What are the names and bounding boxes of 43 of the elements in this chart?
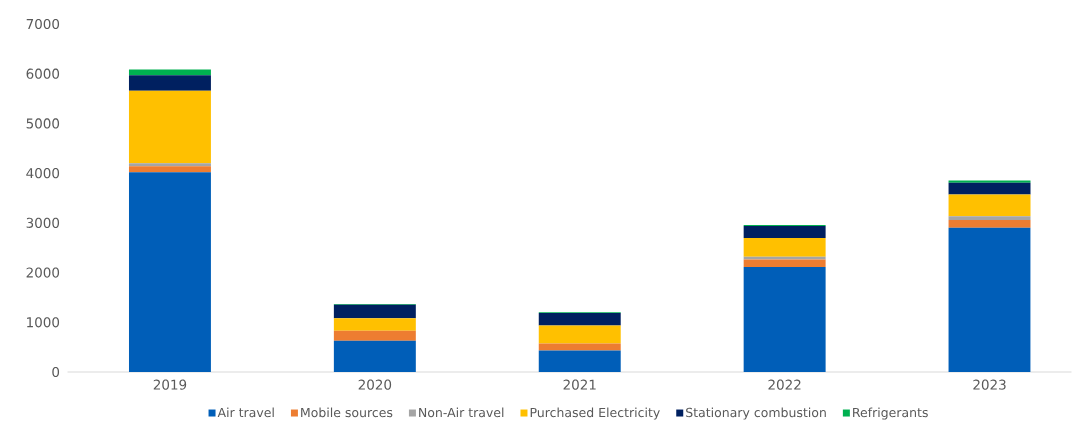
bar [948,194,1031,217]
bar [128,172,211,372]
bar [948,216,1031,220]
y-tick-label: 0 [52,366,60,378]
y-tick-label: 2000 [26,267,60,278]
bar [538,343,621,351]
bar [948,227,1031,372]
x-tick-label: 2020 [358,379,392,390]
y-tick-label: 1000 [27,317,60,328]
bar [538,313,621,326]
bar [333,304,416,319]
bar [128,90,211,164]
legend-label: Non-Air travel [419,407,504,418]
legend-label: Air travel [217,407,274,418]
y-tick-label: 3000 [26,217,60,228]
bar [333,330,416,341]
y-tick-label: 5000 [26,118,60,129]
legend-label: Purchased Electricity [530,407,660,420]
bar [948,180,1031,183]
bar [948,219,1031,228]
bar [128,69,211,76]
bar [538,325,621,344]
bar [333,318,416,331]
bar [538,350,621,372]
bar [948,182,1031,195]
y-tick-label: 4000 [26,168,60,179]
bar [743,259,826,268]
x-tick-label: 2021 [563,379,596,390]
bar [128,75,211,91]
bar [128,163,211,167]
bar [743,267,826,372]
x-tick-label: 2023 [973,379,1006,390]
legend-label: Mobile sources [301,407,393,418]
x-tick-label: 2022 [768,379,801,390]
x-tick-label: 2019 [153,379,187,390]
bar [743,238,826,257]
legend-label: Stationary combustion [686,407,826,420]
y-tick-label: 6000 [26,68,60,79]
bar [128,166,211,173]
y-tick-label: 7000 [26,18,60,30]
bar [743,226,826,239]
bar [333,340,416,372]
legend-label: Refrigerants [853,407,928,420]
